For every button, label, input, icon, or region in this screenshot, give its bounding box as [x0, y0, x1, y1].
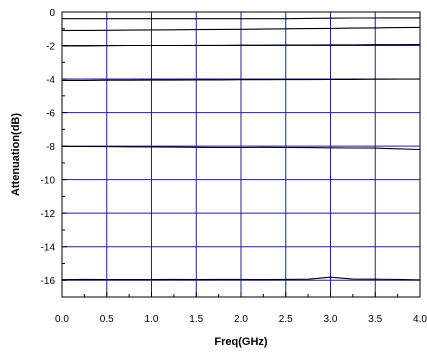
series-line-2 [62, 26, 421, 31]
x-tick-label: 3.5 [368, 314, 382, 325]
y-tick-label: -12 [41, 209, 56, 220]
x-tick-label: 2.5 [279, 314, 293, 325]
series-line-4 [62, 78, 420, 81]
y-tick-label: -8 [46, 142, 55, 153]
series-line-1 [62, 17, 420, 20]
y-tick-label: -14 [41, 243, 56, 254]
grid-layer [62, 12, 420, 297]
series-line-3 [62, 43, 421, 47]
y-tick-label: -10 [41, 176, 56, 187]
x-tick-label: 2.0 [234, 314, 248, 325]
series-layer [61, 17, 421, 281]
x-tick-label: 1.5 [189, 314, 203, 325]
x-tick-label: 0.5 [100, 314, 114, 325]
y-axis-title: Attenuation(dB) [10, 113, 22, 196]
tick-layer [61, 11, 421, 297]
x-tick-label: 0.0 [55, 314, 69, 325]
series-line-6 [61, 276, 421, 281]
y-tick-label: 0 [49, 8, 55, 19]
x-tick-label: 1.0 [145, 314, 159, 325]
y-tick-label: -2 [46, 42, 55, 53]
y-tick-label: -16 [41, 276, 56, 287]
x-tick-label: 4.0 [413, 314, 427, 325]
x-axis-title: Freq(GHz) [214, 336, 268, 348]
series-line-5 [62, 145, 421, 151]
x-tick-label: 3.0 [324, 314, 338, 325]
y-tick-label: -4 [46, 75, 55, 86]
y-tick-label: -6 [46, 109, 55, 120]
tick-label-layer: 0.0 0.5 1.0 1.5 2.0 2.5 3.0 3.5 4.0 0 -2 -4 -6 -8 -10 -… [41, 8, 427, 325]
